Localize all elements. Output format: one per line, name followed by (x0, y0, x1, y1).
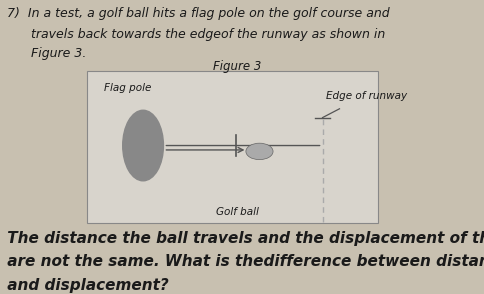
Text: Figure 3: Figure 3 (213, 60, 261, 73)
Text: Flag pole: Flag pole (104, 83, 151, 93)
Text: Figure 3.: Figure 3. (7, 47, 87, 60)
Text: are not the same. What is thedifference between distance: are not the same. What is thedifference … (2, 254, 484, 269)
Text: Golf ball: Golf ball (216, 207, 258, 217)
Text: Edge of runway: Edge of runway (325, 91, 406, 101)
Circle shape (245, 143, 272, 160)
Text: 7)  In a test, a golf ball hits a flag pole on the golf course and: 7) In a test, a golf ball hits a flag po… (7, 7, 389, 20)
Ellipse shape (122, 110, 163, 181)
Text: and displacement?: and displacement? (2, 278, 169, 293)
Text: The distance the ball travels and the displacement of the ball: The distance the ball travels and the di… (2, 231, 484, 246)
Text: travels back towards the edgeof the runway as shown in: travels back towards the edgeof the runw… (7, 28, 385, 41)
FancyBboxPatch shape (87, 71, 378, 223)
